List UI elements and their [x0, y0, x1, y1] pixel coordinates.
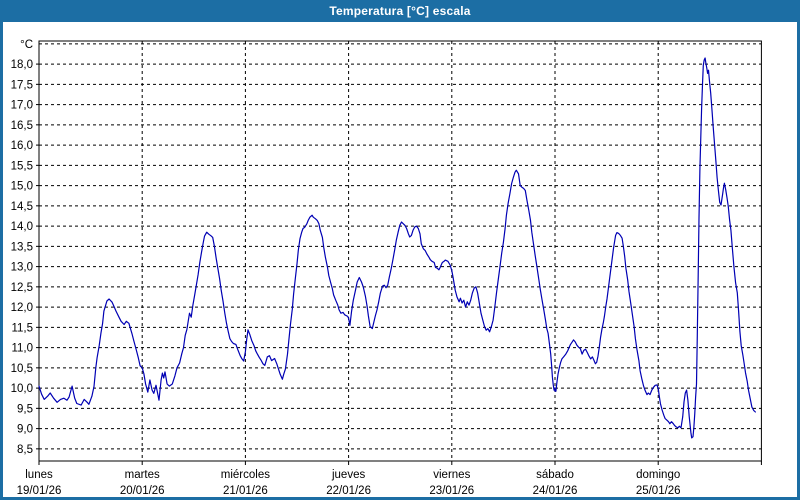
y-tick-label: 11,0	[11, 343, 33, 355]
y-tick-labels: 18,0 17,5 17,0 16,5 16,0 15,5 15,0 14,5 14,0 13,5…	[11, 39, 33, 456]
day-name-label: miércoles	[221, 469, 270, 481]
y-tick-label: 17,5	[11, 79, 33, 91]
y-gridlines	[36, 43, 762, 450]
y-tick-label: 15,5	[11, 160, 33, 172]
y-tick-label: 8,5	[17, 444, 33, 456]
y-tick-label: 16,5	[11, 120, 33, 132]
day-date-label: 24/01/26	[533, 485, 578, 497]
day-date-label: 23/01/26	[429, 485, 474, 497]
y-tick-label: 18,0	[11, 59, 33, 71]
day-date-label: 25/01/26	[636, 485, 681, 497]
y-tick-label: 14,0	[11, 221, 33, 233]
y-tick-label: 15,0	[11, 181, 33, 193]
day-name-label: domingo	[636, 469, 680, 481]
day-date-label: 21/01/26	[223, 485, 268, 497]
temperature-chart: 18,0 17,5 17,0 16,5 16,0 15,5 15,0 14,5 14,0 13,5…	[11, 39, 762, 497]
day-name-label: sábado	[536, 469, 574, 481]
y-axis-unit-label: °C	[20, 39, 33, 51]
y-tick-label: 16,0	[11, 140, 33, 152]
y-tick-label: 9,5	[17, 403, 33, 415]
day-date-label: 20/01/26	[120, 485, 165, 497]
y-tick-label: 13,0	[11, 262, 33, 274]
y-tick-label: 12,5	[11, 282, 33, 294]
y-tick-label: 11,5	[11, 322, 33, 334]
temperature-line	[38, 57, 757, 439]
window-titlebar[interactable]: Temperatura [°C] escala	[0, 0, 800, 22]
y-tick-label: 17,0	[11, 100, 33, 112]
y-tick-label: 12,0	[11, 302, 33, 314]
window-title: Temperatura [°C] escala	[329, 4, 471, 18]
day-date-label: 19/01/26	[17, 485, 62, 497]
y-tick-label: 10,5	[11, 363, 33, 375]
day-name-label: lunes	[25, 469, 53, 481]
y-tick-label: 9,0	[17, 424, 33, 436]
day-labels: lunes 19/01/26 martes 20/01/26 miércoles 21/0…	[17, 469, 681, 497]
y-tick-label: 14,5	[11, 201, 33, 213]
day-name-label: viernes	[433, 469, 470, 481]
chart-content-area: 18,0 17,5 17,0 16,5 16,0 15,5 15,0 14,5 14,0 13,5…	[3, 22, 797, 497]
day-name-label: martes	[125, 469, 160, 481]
day-date-label: 22/01/26	[326, 485, 371, 497]
y-tick-label: 13,5	[11, 241, 33, 253]
y-tick-label: 10,0	[11, 383, 33, 395]
day-name-label: jueves	[331, 469, 365, 481]
plot-border	[38, 40, 762, 462]
